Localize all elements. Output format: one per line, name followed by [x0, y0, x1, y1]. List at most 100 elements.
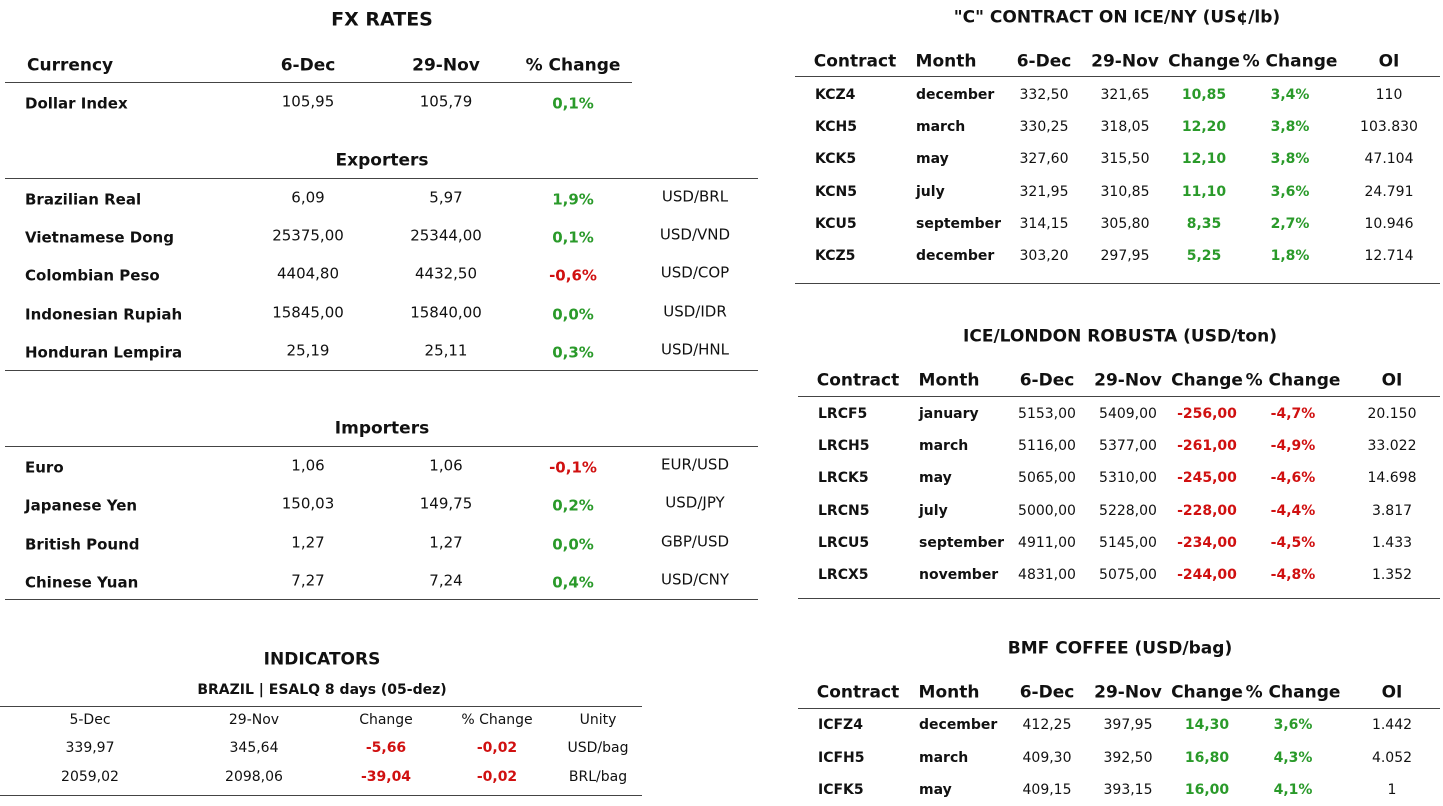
cell: 20.150 — [1367, 406, 1417, 422]
cell: 10,85 — [1181, 87, 1227, 103]
cell: 14,30 — [1184, 717, 1230, 733]
cell: LRCU5 — [818, 535, 870, 551]
cell: 3,6% — [1270, 184, 1310, 200]
rule — [798, 598, 1440, 599]
cell: Brazilian Real — [25, 190, 142, 209]
cell: december — [916, 248, 995, 264]
cell: -256,00 — [1177, 406, 1237, 422]
column-header: Contract — [816, 370, 900, 391]
cell: -228,00 — [1177, 503, 1237, 519]
cell: USD/CNY — [661, 570, 729, 589]
cell: Colombian Peso — [25, 266, 160, 285]
section-title: FX RATES — [331, 8, 433, 31]
column-header: Month — [918, 370, 980, 391]
column-header: % Change — [1245, 682, 1341, 703]
rule — [5, 599, 758, 600]
cell: 5,97 — [429, 188, 463, 207]
cell: -0,6% — [549, 266, 597, 285]
cell: 318,05 — [1100, 119, 1150, 135]
cell: ICFK5 — [818, 782, 864, 798]
column-header: Change — [1171, 370, 1243, 391]
column-header: Change — [359, 712, 413, 728]
column-header: Contract — [813, 51, 897, 72]
cell: 5153,00 — [1018, 406, 1076, 422]
rule — [795, 76, 1440, 77]
cell: -4,7% — [1270, 406, 1316, 422]
cell: LRCK5 — [818, 470, 869, 486]
column-header: Month — [918, 682, 980, 703]
cell: 4911,00 — [1018, 535, 1076, 551]
cell: 7,24 — [429, 571, 463, 590]
column-header: 5-Dec — [69, 712, 111, 728]
cell: -4,4% — [1270, 503, 1316, 519]
column-header: % Change — [525, 55, 621, 76]
section-title: "C" CONTRACT ON ICE/NY (US¢/lb) — [953, 7, 1281, 28]
column-header: 6-Dec — [1016, 51, 1072, 72]
group-title: Importers — [334, 418, 430, 439]
cell: 321,65 — [1100, 87, 1150, 103]
cell: 2,7% — [1270, 216, 1310, 232]
cell: july — [919, 503, 948, 519]
cell: LRCF5 — [818, 406, 868, 422]
cell: 14.698 — [1367, 470, 1417, 486]
cell: 5000,00 — [1018, 503, 1076, 519]
cell: 409,30 — [1022, 750, 1072, 766]
cell: 1.433 — [1371, 535, 1413, 551]
column-header: 29-Nov — [1091, 51, 1159, 72]
cell: 150,03 — [281, 494, 335, 513]
cell: 4,3% — [1273, 750, 1313, 766]
cell: 339,97 — [65, 740, 115, 756]
cell: KCZ4 — [815, 87, 856, 103]
cell: -4,6% — [1270, 470, 1316, 486]
subtitle: BRAZIL | ESALQ 8 days (05-dez) — [197, 682, 447, 698]
cell: january — [919, 406, 979, 422]
cell: -4,9% — [1270, 438, 1316, 454]
cell: -39,04 — [360, 769, 412, 785]
cell: 321,95 — [1019, 184, 1069, 200]
cell: -244,00 — [1177, 567, 1237, 583]
rule — [5, 82, 632, 83]
cell: -0,02 — [476, 740, 518, 756]
cell: KCK5 — [815, 151, 857, 167]
column-header: OI — [1381, 370, 1403, 391]
cell: november — [919, 567, 999, 583]
cell: Dollar Index — [25, 94, 128, 113]
cell: 2059,02 — [61, 769, 119, 785]
cell: 327,60 — [1019, 151, 1069, 167]
cell: 3,8% — [1270, 119, 1310, 135]
cell: 149,75 — [419, 494, 473, 513]
cell: 110 — [1375, 87, 1403, 103]
cell: EUR/USD — [661, 455, 729, 474]
cell: 4404,80 — [276, 264, 340, 283]
cell: 0,2% — [552, 496, 594, 515]
cell: 5228,00 — [1099, 503, 1157, 519]
cell: 12,10 — [1181, 151, 1227, 167]
cell: 0,1% — [552, 228, 594, 247]
cell: 5145,00 — [1099, 535, 1157, 551]
cell: 412,25 — [1022, 717, 1072, 733]
cell: 11,10 — [1181, 184, 1227, 200]
cell: 5075,00 — [1099, 567, 1157, 583]
cell: USD/COP — [660, 263, 730, 282]
cell: may — [916, 151, 949, 167]
cell: 3,6% — [1273, 717, 1313, 733]
cell: -4,5% — [1270, 535, 1316, 551]
section-title: INDICATORS — [263, 649, 381, 670]
cell: 397,95 — [1103, 717, 1153, 733]
cell: 332,50 — [1019, 87, 1069, 103]
cell: 0,0% — [552, 535, 594, 554]
cell: 4,1% — [1273, 782, 1313, 798]
cell: 12,20 — [1181, 119, 1227, 135]
section-title: BMF COFFEE (USD/bag) — [1007, 638, 1233, 659]
cell: december — [919, 717, 998, 733]
cell: 24.791 — [1364, 184, 1414, 200]
cell: Vietnamese Dong — [25, 228, 174, 247]
column-header: 29-Nov — [1094, 370, 1162, 391]
cell: 1,27 — [291, 533, 325, 552]
cell: 1.352 — [1371, 567, 1413, 583]
cell: 297,95 — [1100, 248, 1150, 264]
column-header: 6-Dec — [1019, 370, 1075, 391]
column-header: Change — [1168, 51, 1240, 72]
rule — [0, 706, 642, 707]
